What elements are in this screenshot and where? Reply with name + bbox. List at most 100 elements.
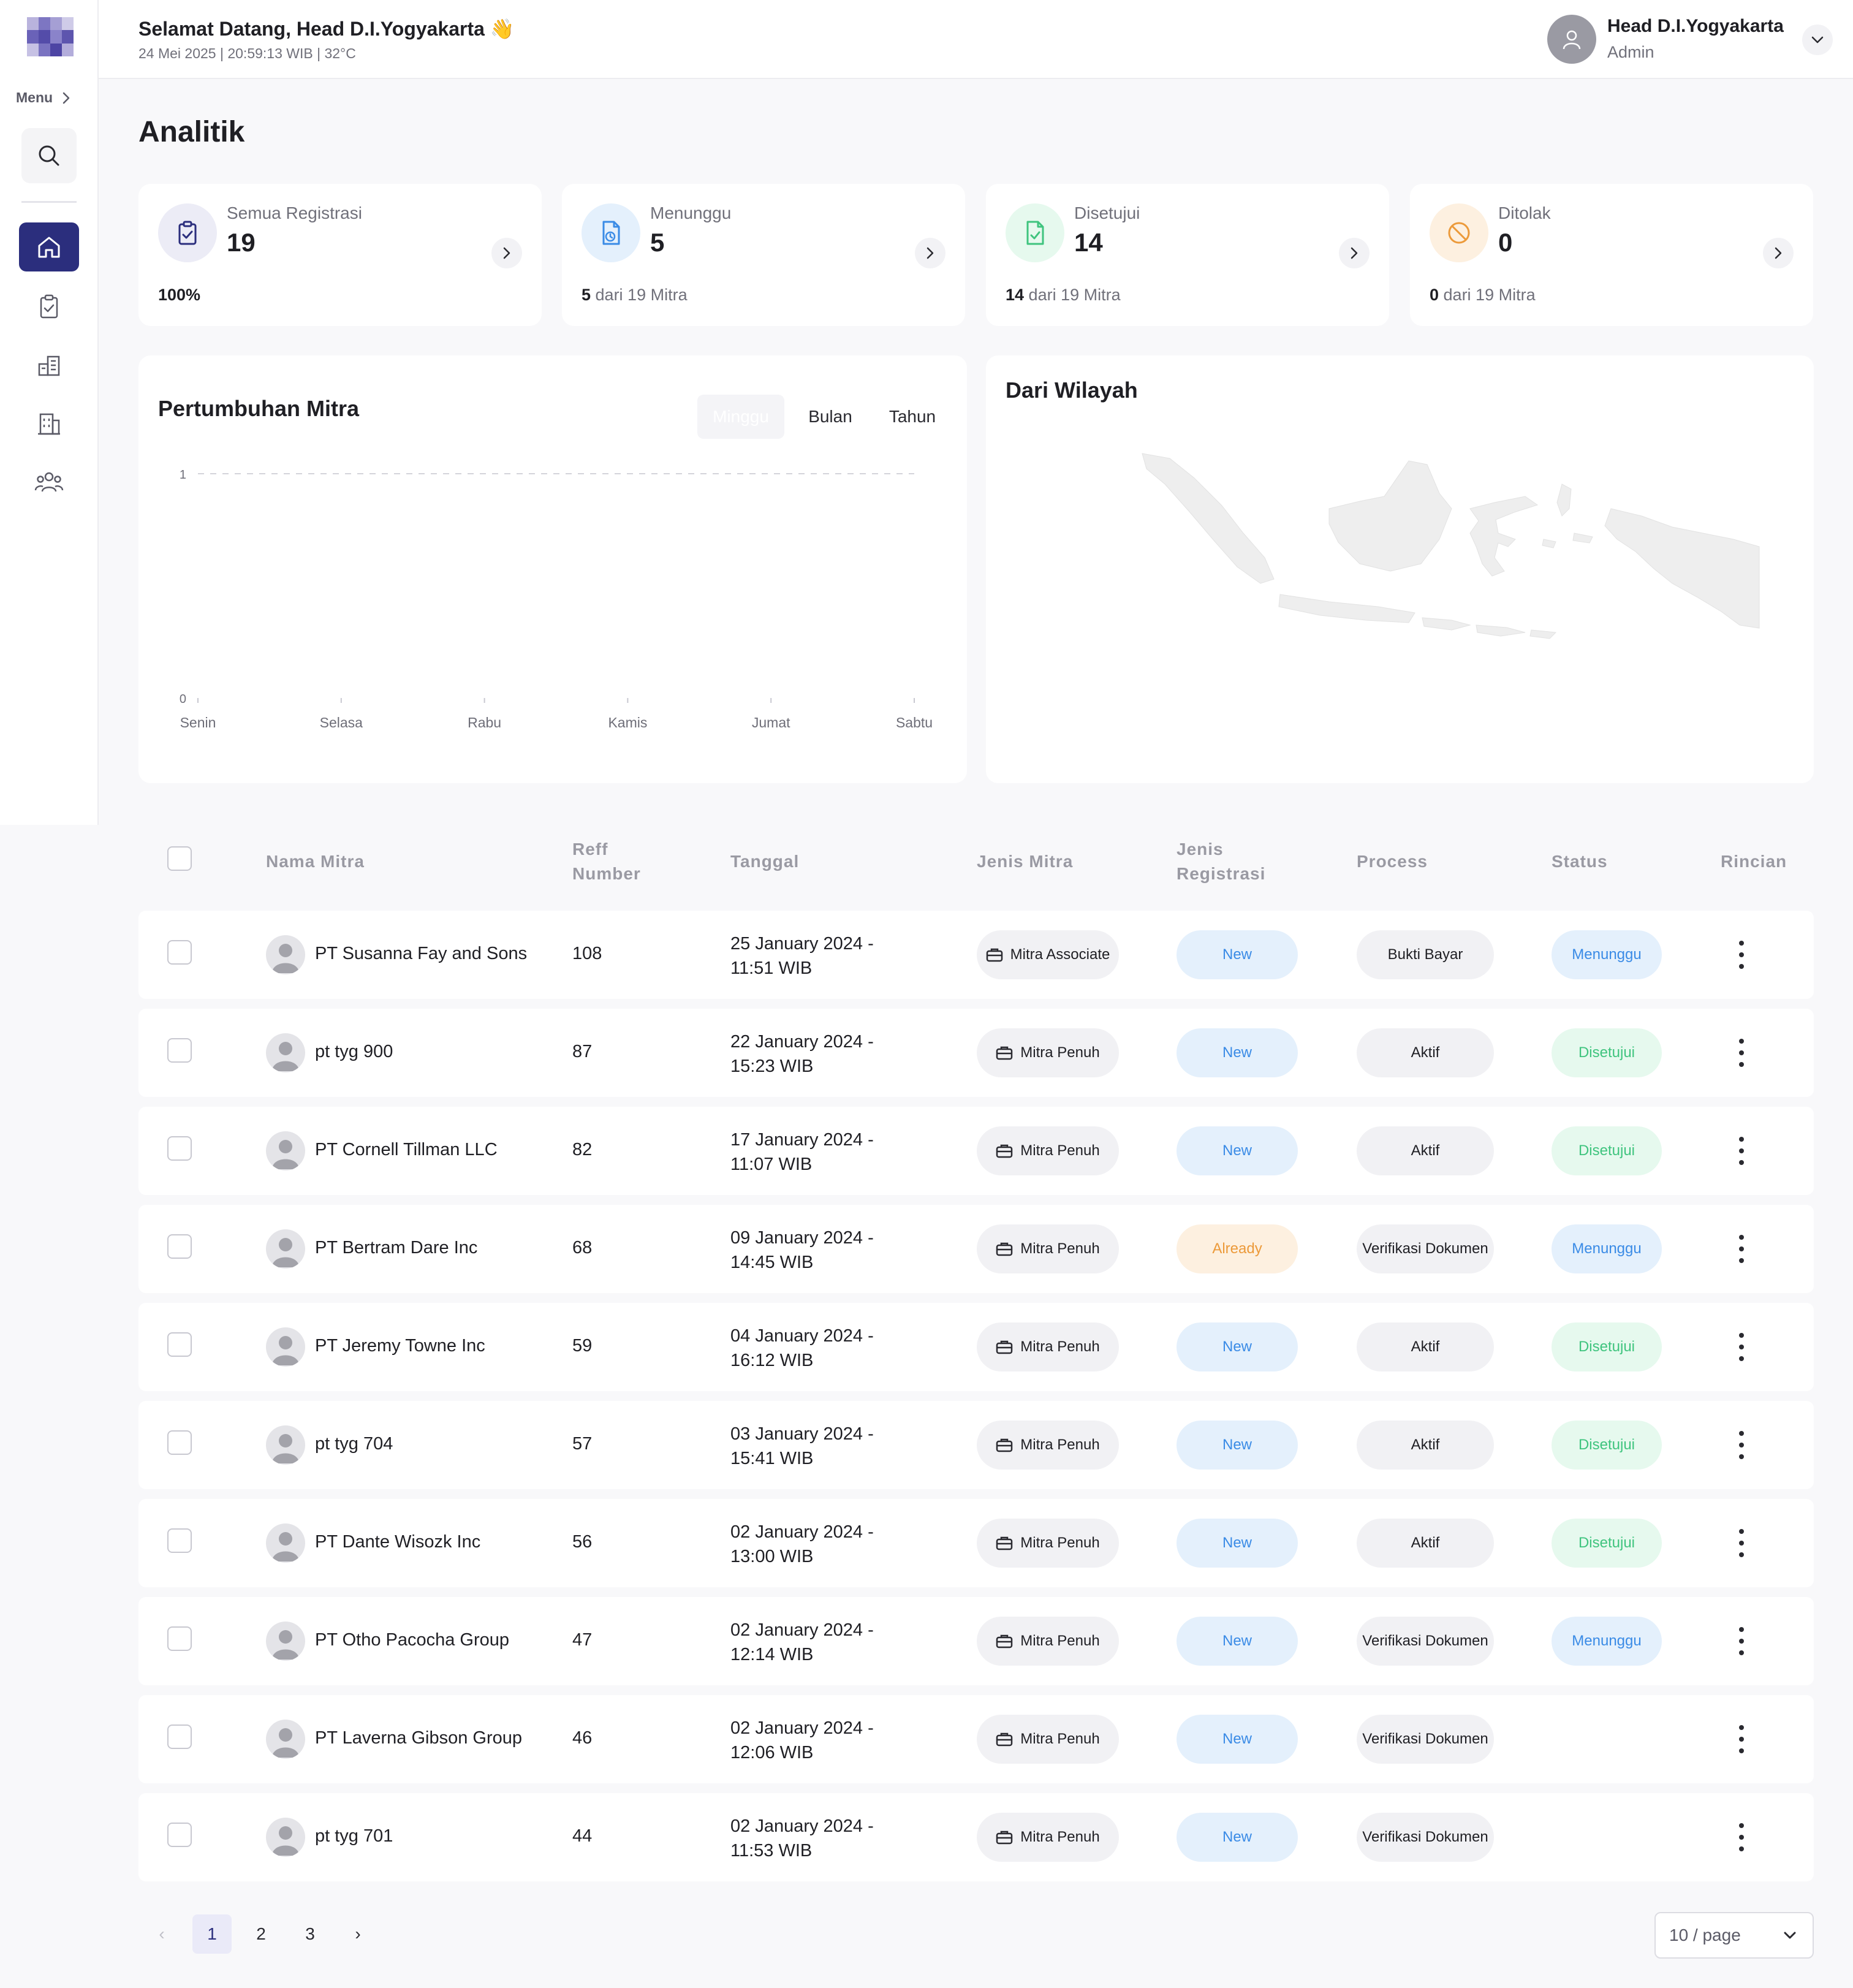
chevron-right-icon <box>926 247 934 259</box>
stat-open-button[interactable] <box>1339 238 1370 268</box>
sidebar-item-buildings[interactable] <box>19 341 79 390</box>
row-actions-icon[interactable] <box>1729 1232 1754 1266</box>
jenis-mitra-label: Mitra Penuh <box>1020 1633 1100 1649</box>
row-actions-icon[interactable] <box>1729 1722 1754 1756</box>
row-checkbox[interactable] <box>167 1136 192 1161</box>
col-status[interactable]: Status <box>1552 852 1608 871</box>
col-tanggal[interactable]: Tanggal <box>730 852 800 871</box>
table-row[interactable]: pt tyg 900 87 22 January 2024 - 15:23 WIB Mi… <box>138 1009 1814 1097</box>
person-icon <box>272 1532 299 1561</box>
table-row[interactable]: PT Laverna Gibson Group 46 02 January 2024… <box>138 1695 1814 1783</box>
pagination-page-1[interactable]: 1 <box>192 1914 232 1954</box>
row-actions-icon[interactable] <box>1729 1428 1754 1462</box>
stat-open-button[interactable] <box>491 238 522 268</box>
avatar[interactable] <box>1547 15 1596 64</box>
row-actions-icon[interactable] <box>1729 1036 1754 1070</box>
table-row[interactable]: PT Susanna Fay and Sons 108 25 January 202… <box>138 911 1814 999</box>
region-title: Dari Wilayah <box>1006 377 1138 403</box>
avatar <box>266 1818 305 1857</box>
row-actions-icon[interactable] <box>1729 1624 1754 1658</box>
row-checkbox[interactable] <box>167 1724 192 1749</box>
row-checkbox[interactable] <box>167 1038 192 1063</box>
col-jenis-registrasi[interactable]: Jenis Registrasi <box>1177 837 1265 886</box>
table-header: Nama Mitra Reff Number Tanggal Jenis Mitr… <box>138 825 1814 898</box>
table-row[interactable]: pt tyg 704 57 03 January 2024 - 15:41 WIB Mi… <box>138 1401 1814 1489</box>
user-icon <box>1563 30 1581 50</box>
pagination-prev-button[interactable]: ‹ <box>159 1924 165 1943</box>
row-actions-icon[interactable] <box>1729 1134 1754 1168</box>
user-role: Admin <box>1607 43 1654 61</box>
pagination-page-3[interactable]: 3 <box>305 1924 315 1943</box>
pagination-page-2[interactable]: 2 <box>256 1924 266 1943</box>
col-reff-number[interactable]: Reff Number <box>572 837 641 886</box>
reff-number: 46 <box>572 1728 593 1748</box>
col-rincian[interactable]: Rincian <box>1721 852 1787 871</box>
search-button[interactable] <box>21 128 77 183</box>
tab-bulan[interactable]: Bulan <box>808 407 852 426</box>
table-row[interactable]: PT Dante Wisozk Inc 56 02 January 2024 - 13… <box>138 1499 1814 1587</box>
sidebar-item-home[interactable] <box>19 222 79 271</box>
sidebar-item-office[interactable] <box>19 400 79 449</box>
jenis-mitra-label: Mitra Penuh <box>1020 1338 1100 1355</box>
stat-card-all: Semua Registrasi 19 100% <box>138 184 542 326</box>
row-actions-icon[interactable] <box>1729 1526 1754 1560</box>
briefcase-icon <box>996 1536 1013 1550</box>
chart-x-tick-label: Kamis <box>608 715 647 730</box>
greeting: Selamat Datang, Head D.I.Yogyakarta 👋 <box>138 18 515 40</box>
sidebar-item-users[interactable] <box>19 457 79 506</box>
table-row[interactable]: PT Cornell Tillman LLC 82 17 January 2024 … <box>138 1107 1814 1195</box>
logo <box>27 17 74 56</box>
reff-number: 57 <box>572 1434 593 1454</box>
user-menu-button[interactable] <box>1802 25 1833 55</box>
briefcase-icon <box>996 1242 1013 1256</box>
process-badge: Aktif <box>1357 1126 1494 1175</box>
row-actions-icon[interactable] <box>1729 938 1754 972</box>
row-actions-icon[interactable] <box>1729 1330 1754 1364</box>
indonesia-map <box>1142 453 1760 639</box>
row-checkbox[interactable] <box>167 940 192 965</box>
date-line: 03 January 2024 - <box>730 1424 874 1444</box>
col-nama-mitra[interactable]: Nama Mitra <box>266 852 365 871</box>
registration-date: 02 January 2024 - 11:53 WIB <box>730 1814 874 1863</box>
stat-footnote: 14 dari 19 Mitra <box>1006 286 1121 305</box>
avatar <box>266 935 305 974</box>
stat-open-button[interactable] <box>1763 238 1794 268</box>
select-all-checkbox[interactable] <box>167 846 192 871</box>
date-line: 02 January 2024 - <box>730 1816 874 1836</box>
tab-minggu[interactable]: Minggu <box>697 395 784 439</box>
region-map-panel: Dari Wilayah <box>986 355 1814 783</box>
tab-tahun[interactable]: Tahun <box>889 407 936 426</box>
stat-foot-value: 0 <box>1430 286 1439 304</box>
jenis-registrasi-badge: New <box>1177 1519 1298 1568</box>
row-checkbox[interactable] <box>167 1528 192 1553</box>
row-checkbox[interactable] <box>167 1332 192 1357</box>
row-checkbox[interactable] <box>167 1430 192 1455</box>
menu-toggle[interactable]: Menu <box>16 89 71 106</box>
col-process[interactable]: Process <box>1357 852 1428 871</box>
registration-date: 09 January 2024 - 14:45 WIB <box>730 1226 874 1275</box>
row-checkbox[interactable] <box>167 1234 192 1259</box>
sidebar-item-registrations[interactable] <box>19 282 79 331</box>
jenis-mitra-label: Mitra Penuh <box>1020 1142 1100 1159</box>
row-actions-icon[interactable] <box>1729 1820 1754 1854</box>
jenis-mitra-label: Mitra Penuh <box>1020 1044 1100 1061</box>
map-region-java <box>1278 594 1415 623</box>
stat-value: 14 <box>1074 228 1103 257</box>
col-jenis-mitra[interactable]: Jenis Mitra <box>977 852 1074 871</box>
status-badge: Disetujui <box>1552 1519 1662 1568</box>
table-row[interactable]: pt tyg 701 44 02 January 2024 - 11:53 WIB Mi… <box>138 1793 1814 1881</box>
page-size-select[interactable]: 10 / page <box>1654 1912 1814 1959</box>
time-line: 11:53 WIB <box>730 1841 813 1861</box>
person-icon <box>272 1630 299 1660</box>
stat-open-button[interactable] <box>915 238 945 268</box>
pagination-next-button[interactable]: › <box>355 1924 361 1943</box>
chevron-right-icon <box>503 247 510 259</box>
table-row[interactable]: PT Bertram Dare Inc 68 09 January 2024 - 14… <box>138 1205 1814 1293</box>
growth-line-chart: 0 1 Senin Selasa Rabu Kamis Jumat Sabtu <box>180 468 933 730</box>
row-checkbox[interactable] <box>167 1626 192 1651</box>
row-checkbox[interactable] <box>167 1823 192 1847</box>
document-check-icon <box>1026 221 1044 245</box>
table-row[interactable]: PT Otho Pacocha Group 47 02 January 2024 -… <box>138 1597 1814 1685</box>
chart-x-tick-label: Rabu <box>468 715 501 730</box>
table-row[interactable]: PT Jeremy Towne Inc 59 04 January 2024 - 16… <box>138 1303 1814 1391</box>
